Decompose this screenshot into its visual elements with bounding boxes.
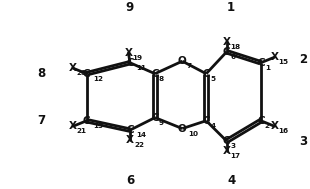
Text: 1: 1: [227, 1, 235, 14]
Text: C: C: [202, 69, 210, 79]
Text: 19: 19: [132, 55, 143, 61]
Text: X: X: [223, 37, 231, 47]
Text: O: O: [178, 124, 187, 134]
Text: X: X: [69, 121, 77, 131]
Text: 20: 20: [77, 70, 87, 76]
Text: C: C: [223, 47, 231, 57]
Text: X: X: [271, 121, 279, 131]
Text: 3: 3: [299, 135, 307, 148]
Text: 13: 13: [93, 123, 103, 129]
Text: C: C: [223, 136, 231, 146]
Text: 3: 3: [231, 143, 236, 149]
Text: X: X: [126, 135, 134, 145]
Text: X: X: [223, 146, 231, 156]
Text: 6: 6: [231, 54, 236, 60]
Text: C: C: [126, 58, 134, 68]
Text: 18: 18: [231, 44, 241, 50]
Text: 4: 4: [210, 123, 215, 129]
Text: 7: 7: [37, 114, 45, 127]
Text: 8: 8: [159, 76, 164, 82]
Text: C: C: [83, 69, 91, 79]
Text: 9: 9: [126, 1, 134, 14]
Text: 1: 1: [265, 65, 270, 71]
Text: 8: 8: [37, 67, 45, 80]
Text: 10: 10: [188, 131, 198, 136]
Text: 14: 14: [136, 132, 146, 138]
Text: 2: 2: [265, 123, 270, 129]
Text: C: C: [83, 116, 91, 126]
Text: X: X: [271, 52, 279, 62]
Text: X: X: [125, 48, 132, 58]
Text: C: C: [202, 116, 210, 126]
Text: 12: 12: [93, 76, 103, 82]
Text: 17: 17: [231, 153, 241, 159]
Text: 9: 9: [159, 119, 164, 125]
Text: 21: 21: [77, 128, 87, 134]
Text: 2: 2: [299, 53, 307, 66]
Text: 5: 5: [210, 76, 215, 82]
Text: O: O: [178, 56, 187, 66]
Text: X: X: [69, 63, 77, 73]
Text: 6: 6: [126, 174, 134, 187]
Text: C: C: [257, 58, 265, 68]
Text: C: C: [257, 116, 265, 126]
Text: 4: 4: [227, 174, 235, 187]
Text: C: C: [151, 69, 159, 79]
Text: 11: 11: [136, 65, 146, 71]
Text: C: C: [126, 125, 134, 135]
Text: 22: 22: [134, 142, 144, 148]
Text: C: C: [151, 113, 159, 123]
Text: 16: 16: [279, 128, 289, 134]
Text: 15: 15: [279, 59, 289, 65]
Text: 7: 7: [186, 63, 191, 69]
